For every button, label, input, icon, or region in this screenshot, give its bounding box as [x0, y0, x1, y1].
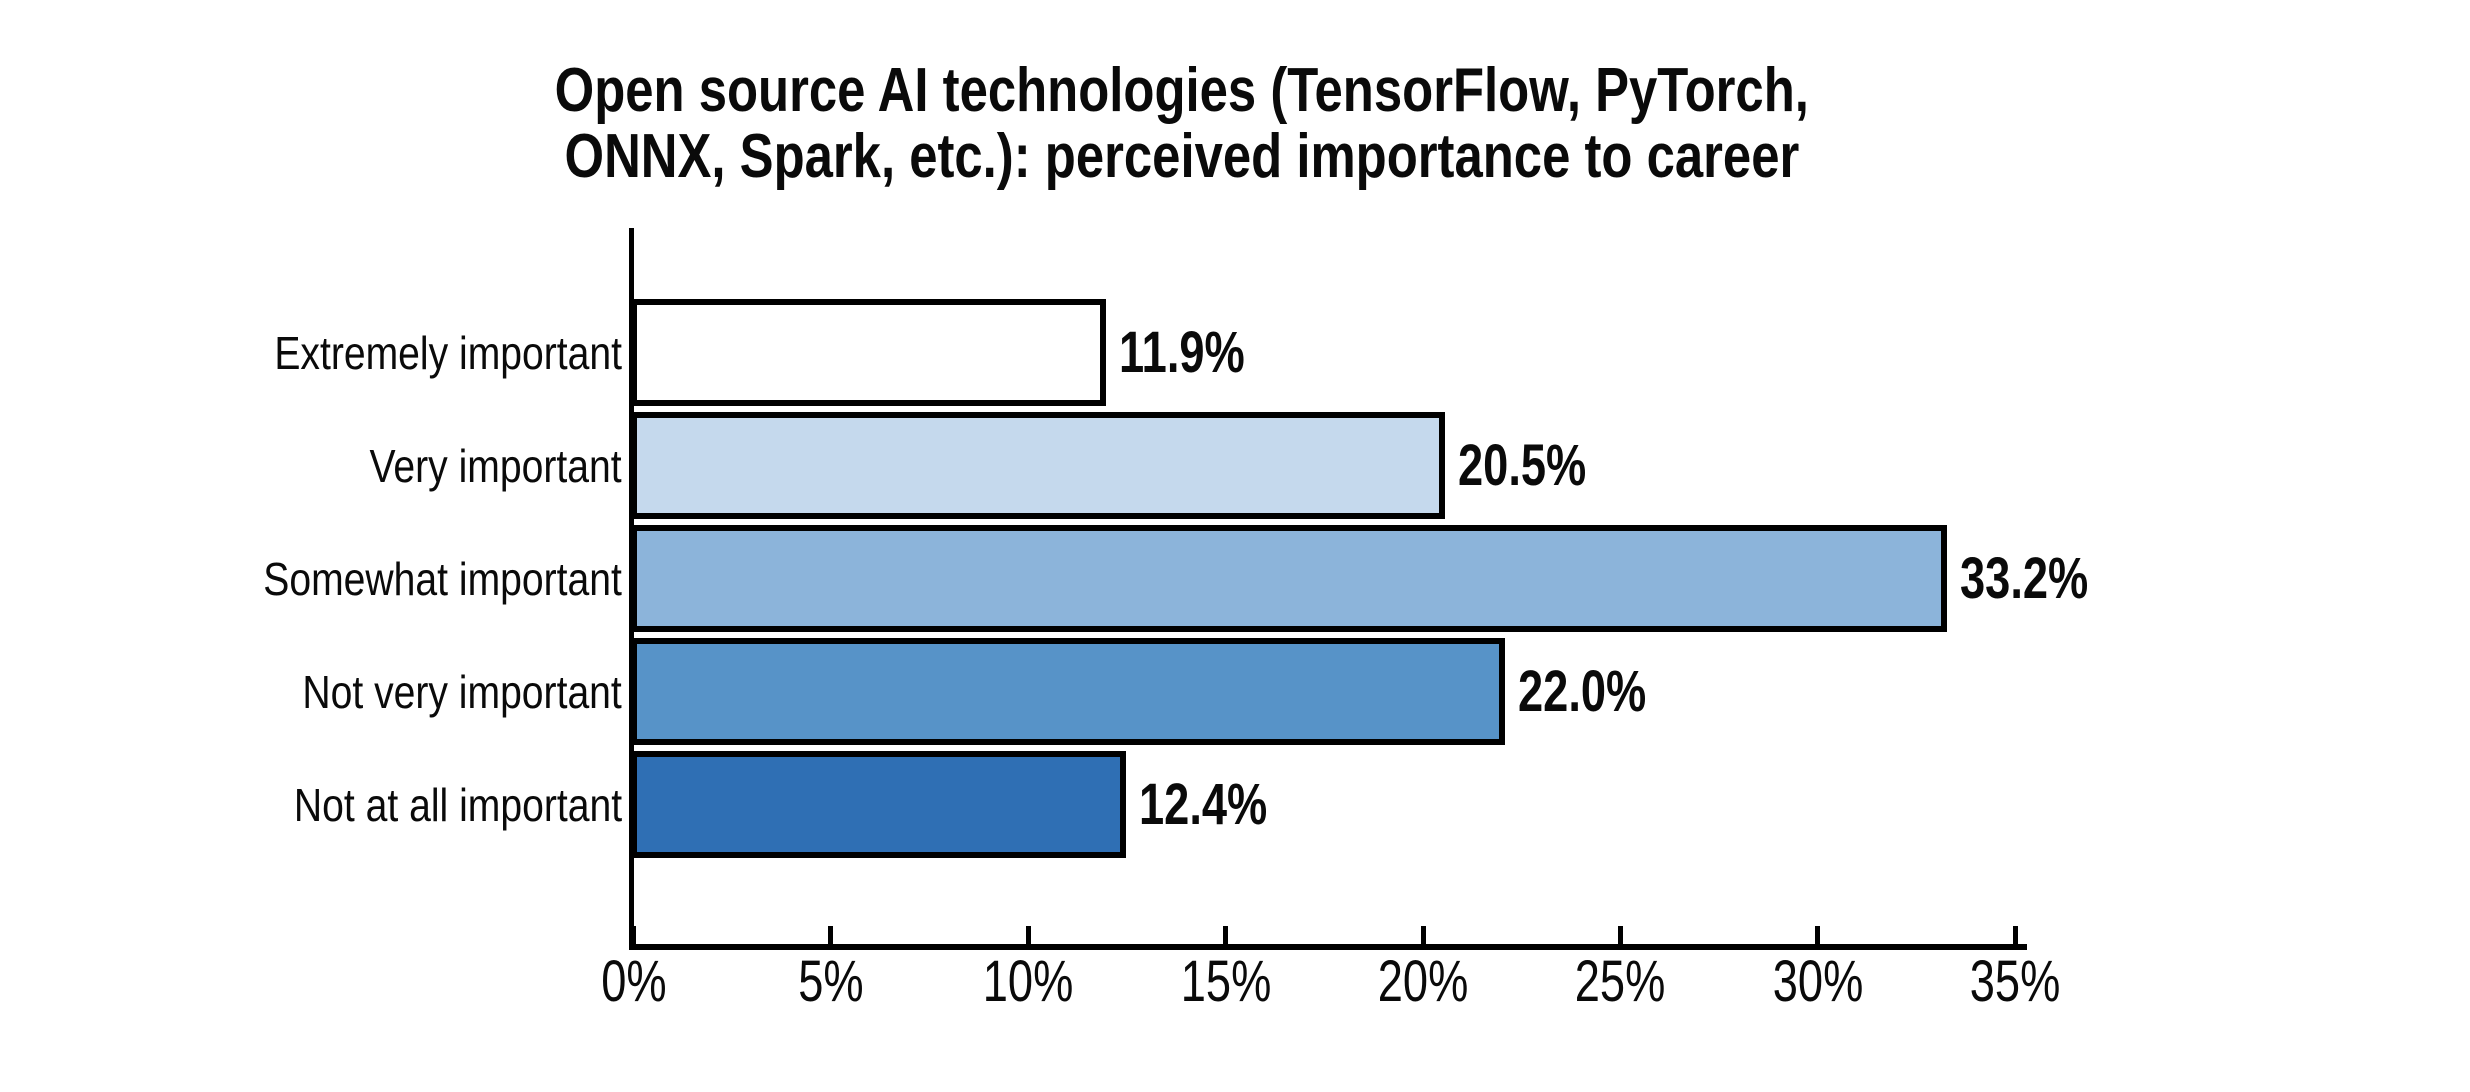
bar-1: [631, 299, 1106, 406]
x-tick-mark: [1420, 926, 1426, 944]
category-label: Not very important: [0, 638, 622, 745]
x-tick-mark: [2012, 926, 2018, 944]
bar-4: [631, 638, 1505, 745]
x-tick-mark: [631, 926, 636, 944]
bar-3: [631, 525, 1947, 632]
x-tick-mark: [1618, 926, 1623, 944]
x-tick-label-text: 25%: [1575, 949, 1666, 1014]
x-tick-label: 20%: [1323, 948, 1523, 1015]
x-tick-label-text: 20%: [1377, 949, 1469, 1014]
bar-value-text: 33.2%: [1960, 546, 2089, 611]
category-label-text: Very important: [369, 439, 622, 492]
x-tick-mark: [1025, 926, 1031, 944]
bar-value-text: 12.4%: [1139, 772, 1268, 837]
x-tick-label-text: 5%: [798, 949, 864, 1014]
category-label: Somewhat important: [0, 525, 622, 632]
bar-value-label: 33.2%: [1960, 525, 2124, 632]
x-tick-label: 35%: [1915, 948, 2115, 1015]
x-tick-mark: [1815, 926, 1821, 944]
x-tick-mark: [828, 926, 834, 944]
bar-value-text: 20.5%: [1458, 433, 1587, 498]
x-tick-label-text: 15%: [1180, 949, 1271, 1014]
chart-title-line-1: Open source AI technologies (TensorFlow,…: [554, 56, 1810, 125]
x-tick-label: 10%: [928, 948, 1128, 1015]
bar-value-label: 12.4%: [1139, 751, 1303, 858]
x-tick-label-text: 10%: [983, 949, 1074, 1014]
bar-value-label: 11.9%: [1119, 299, 1280, 406]
bar-value-label: 20.5%: [1458, 412, 1622, 519]
x-tick-mark: [1223, 926, 1229, 944]
category-label-text: Somewhat important: [263, 552, 622, 605]
x-tick-label: 0%: [534, 948, 734, 1015]
x-tick-label: 15%: [1126, 948, 1326, 1015]
chart-title-line-2: ONNX, Spark, etc.): perceived importance…: [564, 122, 1800, 191]
x-tick-label-text: 35%: [1970, 949, 2061, 1014]
x-tick-label-text: 30%: [1772, 949, 1864, 1014]
x-tick-label: 25%: [1521, 948, 1721, 1015]
category-label: Not at all important: [0, 751, 622, 858]
bar-5: [631, 751, 1126, 858]
category-label-text: Not very important: [302, 665, 622, 718]
x-tick-label-text: 0%: [600, 949, 667, 1014]
bar-value-text: 11.9%: [1119, 320, 1245, 385]
chart-title: Open source AI technologies (TensorFlow,…: [0, 58, 2364, 190]
bar-2: [631, 412, 1445, 519]
category-label: Extremely important: [0, 299, 622, 406]
bar-value-text: 22.0%: [1518, 659, 1647, 724]
x-tick-label: 5%: [731, 948, 931, 1015]
x-axis-line: [629, 944, 2027, 950]
category-label-text: Extremely important: [274, 326, 622, 379]
category-label-text: Not at all important: [293, 778, 622, 831]
bar-value-label: 22.0%: [1518, 638, 1682, 745]
category-label: Very important: [0, 412, 622, 519]
x-tick-label: 30%: [1718, 948, 1918, 1015]
